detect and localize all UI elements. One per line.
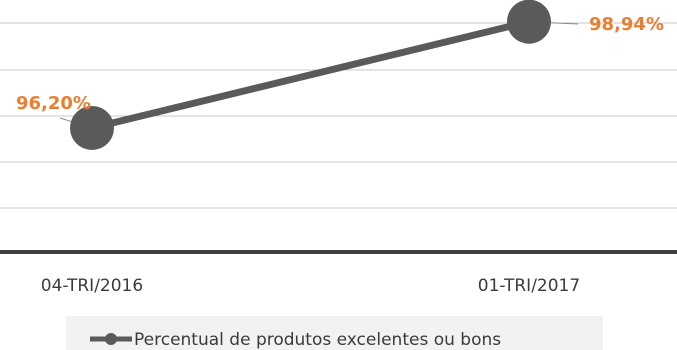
data-label-2: 98,94% xyxy=(589,14,664,35)
series-layer xyxy=(70,0,551,150)
legend-label: Percentual de produtos excelentes ou bon… xyxy=(134,330,501,350)
data-point-1 xyxy=(70,105,114,150)
data-label-1: 96,20% xyxy=(16,93,91,114)
x-tick-label-1: 04-TRI/2016 xyxy=(41,276,143,296)
legend: Percentual de produtos excelentes ou bon… xyxy=(66,316,603,350)
x-tick-labels: 04-TRI/2016 01-TRI/2017 xyxy=(41,276,580,296)
data-point-2 xyxy=(507,0,551,44)
legend-background xyxy=(66,316,603,350)
x-tick-label-2: 01-TRI/2017 xyxy=(478,276,580,296)
series-line xyxy=(88,18,533,132)
legend-marker-icon xyxy=(105,333,117,345)
data-labels: 96,20% 98,94% xyxy=(16,14,664,114)
